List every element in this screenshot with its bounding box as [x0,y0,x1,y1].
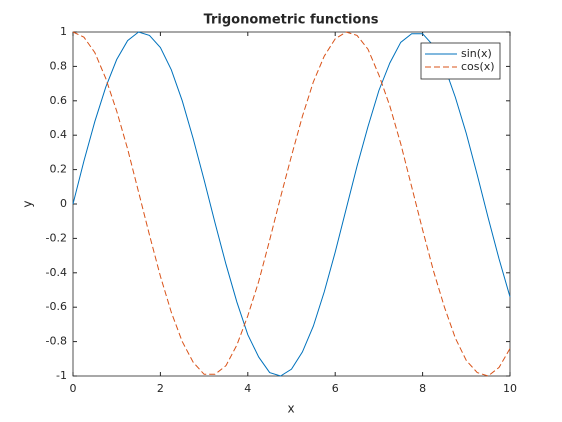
y-tick-label: 0 [60,197,67,210]
legend-label: cos(x) [461,60,495,73]
legend-label: sin(x) [461,47,492,60]
x-tick-label: 0 [70,382,77,395]
y-tick-label: -0.4 [46,266,67,279]
x-tick-label: 4 [244,382,251,395]
series-line [72,31,511,377]
x-tick-label: 8 [419,382,426,395]
y-tick-label: -0.8 [46,335,67,348]
y-tick-label: -1 [56,369,67,382]
y-tick-label: 1 [60,25,67,38]
y-tick-label: 0.6 [50,94,68,107]
y-tick-label: 0.4 [50,128,68,141]
y-tick-label: -0.2 [46,231,67,244]
x-tick-label: 6 [332,382,339,395]
x-tick-label: 10 [503,382,517,395]
y-tick-label: 0.8 [50,59,68,72]
x-axis-label: x [287,402,294,416]
y-tick-label: 0.2 [50,163,68,176]
legend-box [420,42,501,80]
x-tick-label: 2 [157,382,164,395]
y-tick-label: -0.6 [46,300,67,313]
chart-title: Trigonometric functions [204,13,379,28]
y-axis-label: y [21,200,35,207]
